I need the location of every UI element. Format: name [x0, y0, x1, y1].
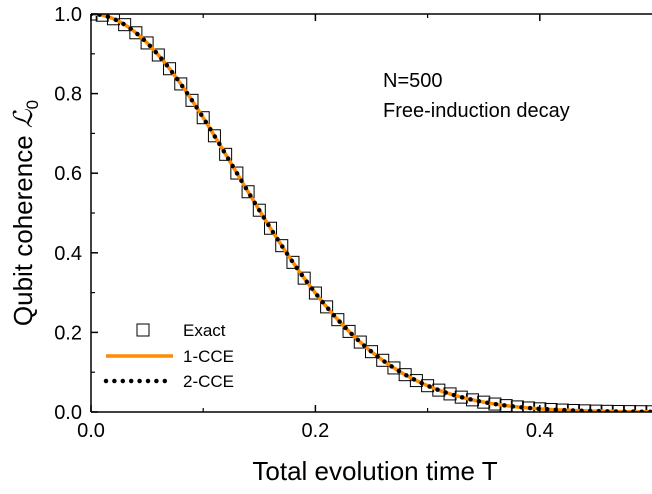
legend: Exact 1-CCE 2-CCE — [103, 321, 234, 391]
exact-point — [151, 48, 165, 62]
y-tick-label: 0.4 — [54, 243, 82, 265]
exact-point — [297, 271, 311, 285]
exact-point — [409, 374, 423, 388]
legend-label-2-cce: 2-CCE — [183, 372, 234, 391]
x-tick-label: 0.4 — [526, 420, 554, 442]
y-tick-label: 0.2 — [54, 322, 82, 344]
exact-point — [140, 36, 154, 50]
x-tick-label: 0.2 — [301, 420, 329, 442]
exact-point — [118, 18, 132, 32]
legend-item-exact: Exact — [136, 321, 226, 340]
y-tick-label: 0.8 — [54, 84, 82, 106]
exact-point — [275, 239, 289, 253]
exact-point — [432, 383, 446, 397]
exact-point — [219, 147, 233, 161]
exact-point — [376, 353, 390, 367]
exact-point — [331, 313, 345, 327]
exact-point — [241, 185, 255, 199]
legend-label-1-cce: 1-CCE — [183, 347, 234, 366]
exact-point — [264, 221, 278, 235]
legend-item-1-cce: 1-CCE — [106, 347, 234, 366]
exact-point — [421, 379, 435, 393]
exact-point — [342, 324, 356, 338]
annotation-decay: Free-induction decay — [383, 100, 570, 122]
y-tick-label: 0.0 — [54, 402, 82, 424]
y-axis-label: Qubit coherence ℒ0 — [8, 100, 42, 326]
exact-point — [207, 129, 221, 143]
exact-point — [320, 300, 334, 314]
legend-label-exact: Exact — [183, 321, 226, 340]
annotation-n: N=500 — [383, 70, 443, 92]
exact-point — [286, 255, 300, 269]
series-2-cce-line — [91, 14, 652, 412]
legend-swatch-exact — [136, 323, 150, 337]
exact-point — [185, 93, 199, 107]
axes: 0.0 0.2 0.4 0.0 0.2 0.4 0.6 0.8 1.0 — [54, 4, 652, 442]
y-axis-label-text: Qubit coherence — [8, 128, 38, 326]
exact-point — [196, 111, 210, 125]
x-axis-label: Total evolution time T — [252, 456, 497, 486]
exact-point — [174, 77, 188, 91]
exact-point — [129, 26, 143, 40]
exact-point — [353, 335, 367, 349]
exact-point — [387, 361, 401, 375]
y-tick-label: 0.6 — [54, 163, 82, 185]
exact-point — [230, 166, 244, 180]
y-axis-label-subscript: 0 — [23, 100, 42, 109]
exact-point — [308, 286, 322, 300]
exact-point — [163, 62, 177, 76]
y-axis-label-symbol: ℒ — [9, 108, 39, 128]
legend-item-2-cce: 2-CCE — [103, 372, 234, 391]
x-tick-label: 0.0 — [77, 420, 105, 442]
exact-point — [365, 345, 378, 359]
exact-point — [252, 203, 266, 217]
y-tick-label: 1.0 — [54, 4, 82, 26]
